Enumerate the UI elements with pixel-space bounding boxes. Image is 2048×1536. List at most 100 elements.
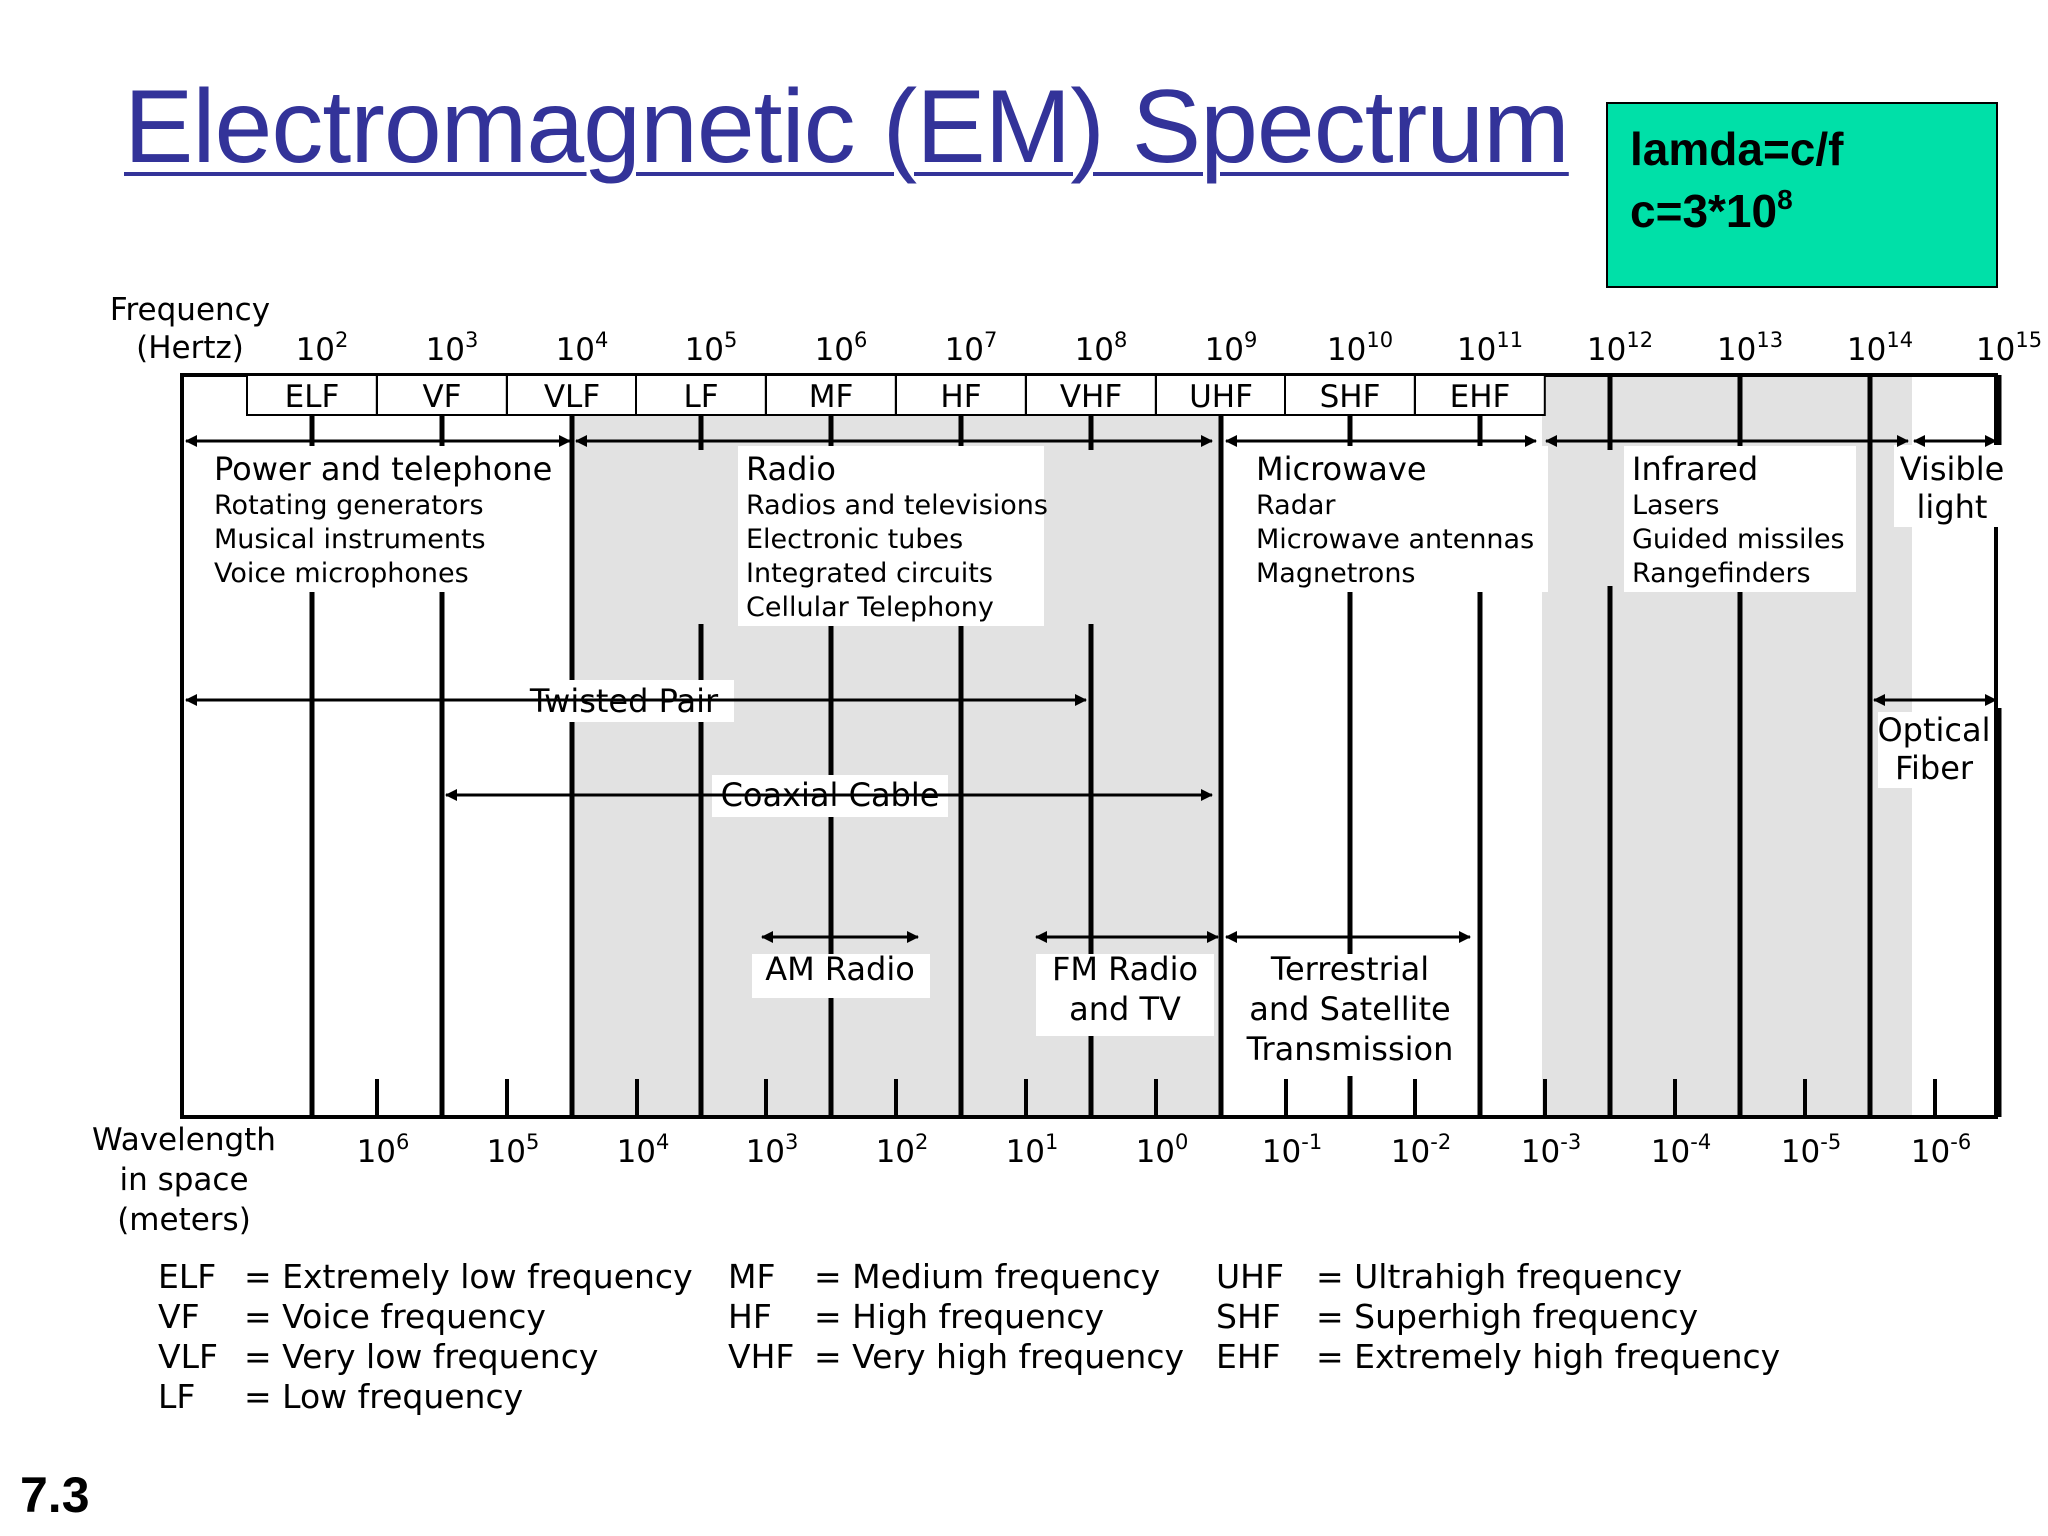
wavelength-tick-3: 103 [746,1130,799,1170]
terrestrial-label-3: Transmission [1246,1030,1454,1068]
frequency-tick-3: 105 [685,328,738,368]
frequency-tick-0: 102 [296,328,349,368]
power-region-item-2: Voice microphones [214,558,469,589]
terrestrial-bg [1234,954,1462,1076]
am-radio-bg [752,954,930,998]
power-region-bg [206,446,562,592]
infrared-region-bg [1624,446,1856,592]
frequency-axis-label-1: Frequency [110,292,270,328]
legend-col2-text-1: = High frequency [814,1297,1104,1336]
infrared-region-heading: Infrared [1632,450,1758,488]
terrestrial-label-2: and Satellite [1249,990,1450,1028]
legend-col3-abbr-1: SHF [1216,1297,1281,1336]
wavelength-axis-label-1: Wavelength [92,1122,276,1158]
legend-col1-text-3: = Low frequency [244,1377,523,1416]
radio-region-item-1: Electronic tubes [746,524,963,555]
legend-col2-abbr-2: VHF [728,1337,794,1376]
frequency-tick-6: 108 [1075,328,1128,368]
frequency-tick-2: 104 [556,328,609,368]
band-label-elf: ELF [285,379,340,415]
slide-title: Electromagnetic (EM) Spectrum [124,69,1570,185]
band-box-ehf [1414,374,1546,416]
wavelength-tick-6: 100 [1136,1130,1189,1170]
frequency-tick-5: 107 [945,328,998,368]
optical-fiber-bg [1878,712,1992,788]
visible-light-label-1: Visible [1900,450,2005,488]
band-box-elf [246,374,378,416]
fm-radio-label-2: and TV [1069,990,1181,1028]
frequency-axis-label-2: (Hertz) [136,330,244,366]
legend-col1-text-2: = Very low frequency [244,1337,598,1376]
fm-radio-label-1: FM Radio [1052,950,1198,988]
legend-col2-text-2: = Very high frequency [814,1337,1184,1376]
frequency-tick-10: 1012 [1587,328,1653,368]
wavelength-tick-1: 105 [487,1130,540,1170]
wavelength-tick-4: 102 [876,1130,929,1170]
infrared-region-item-1: Guided missiles [1632,524,1845,555]
formula-line-2-exponent: 8 [1777,184,1793,215]
legend-col2-text-0: = Medium frequency [814,1257,1160,1296]
frequency-tick-1: 103 [426,328,479,368]
band-box-shf [1284,374,1416,416]
wavelength-tick-7: 10-1 [1262,1130,1322,1170]
fm-radio-bg [1036,954,1214,1036]
band-label-hf: HF [940,379,981,415]
radio-region-item-3: Cellular Telephony [746,592,994,623]
legend-col1-abbr-1: VF [158,1297,200,1336]
wavelength-tick-2: 104 [617,1130,670,1170]
frequency-tick-11: 1013 [1717,328,1783,368]
formula-line-2: c=3*108 [1630,180,1996,242]
radio-region-item-0: Radios and televisions [746,490,1048,521]
frequency-tick-12: 1014 [1847,328,1913,368]
band-box-vhf [1025,374,1157,416]
wavelength-axis-label-2: in space [119,1162,248,1198]
slide-number: 7.3 [20,1467,90,1523]
infrared-region-item-0: Lasers [1632,490,1719,521]
frequency-tick-7: 109 [1205,328,1258,368]
legend-col2-abbr-0: MF [728,1257,775,1296]
legend-col3-abbr-2: EHF [1216,1337,1281,1376]
visible-light-label-2: light [1917,488,1988,526]
band-label-mf: MF [809,379,854,415]
legend-col3-text-1: = Superhigh frequency [1316,1297,1698,1336]
radio-region-bg [738,446,1044,626]
optical-fiber-label-2: Fiber [1895,749,1974,787]
microwave-region-item-1: Microwave antennas [1256,524,1534,555]
band-label-uhf: UHF [1189,379,1253,415]
band-box-mf [765,374,897,416]
legend-col1-text-1: = Voice frequency [244,1297,546,1336]
wavelength-tick-10: 10-4 [1651,1130,1711,1170]
band-box-vlf [506,374,638,416]
legend-col2-abbr-1: HF [728,1297,772,1336]
microwave-region-heading: Microwave [1256,450,1427,488]
frequency-tick-4: 106 [815,328,868,368]
legend-col1-abbr-3: LF [158,1377,195,1416]
frequency-tick-13: 1015 [1976,328,2042,368]
radio-region-item-2: Integrated circuits [746,558,993,589]
frequency-tick-8: 1010 [1327,328,1393,368]
band-label-vlf: VLF [544,379,600,415]
diagram-labels: Frequency(Hertz) 102 103 104 105 106 107 108 109… [92,292,2042,1416]
wavelength-tick-8: 10-2 [1391,1130,1451,1170]
power-region-item-0: Rotating generators [214,490,484,521]
microwave-region-item-2: Magnetrons [1256,558,1416,589]
formula-box: lamda=c/f c=3*108 [1606,102,1998,288]
band-label-lf: LF [683,379,718,415]
band-label-shf: SHF [1320,379,1381,415]
range-arrows [185,435,1997,943]
legend-col3-text-0: = Ultrahigh frequency [1316,1257,1682,1296]
wavelength-tick-9: 10-3 [1521,1130,1581,1170]
power-region-heading: Power and telephone [214,450,552,488]
frequency-tick-9: 1011 [1457,328,1523,368]
band-box-lf [635,374,767,416]
legend-col3-abbr-0: UHF [1216,1257,1284,1296]
wavelength-tick-11: 10-5 [1781,1130,1841,1170]
band-label-vf: VF [422,379,461,415]
visible-light-bg [1894,445,2014,527]
wavelength-tick-0: 106 [357,1130,410,1170]
legend-col3-text-2: = Extremely high frequency [1316,1337,1780,1376]
formula-line-1: lamda=c/f [1630,123,1844,175]
wavelength-tick-5: 101 [1006,1130,1059,1170]
band-label-vhf: VHF [1060,379,1122,415]
